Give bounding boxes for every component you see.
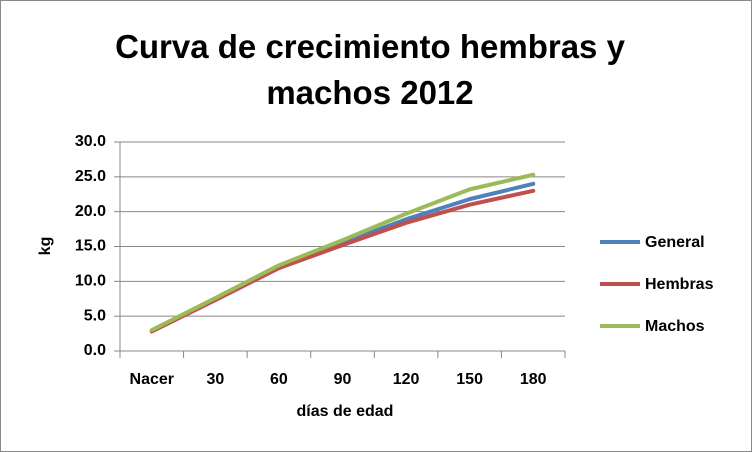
series-line <box>149 172 536 333</box>
y-tick-label: 30.0 <box>75 133 106 150</box>
legend-label: Machos <box>645 318 705 335</box>
y-tick-label: 5.0 <box>84 307 106 324</box>
x-tick-label: Nacer <box>130 371 174 388</box>
legend-label: Hembras <box>645 276 714 293</box>
y-tick-label: 0.0 <box>84 342 106 359</box>
x-tick-label: 150 <box>456 371 483 388</box>
y-axis-title: kg <box>37 237 54 256</box>
x-tick-label: 180 <box>520 371 547 388</box>
y-tick-label: 15.0 <box>75 238 106 255</box>
x-axis-title: días de edad <box>297 403 394 420</box>
legend-label: General <box>645 234 705 251</box>
y-tick-label: 10.0 <box>75 273 106 290</box>
x-tick-label: 30 <box>206 371 224 388</box>
y-tick-label: 25.0 <box>75 168 106 185</box>
y-tick-label: 20.0 <box>75 203 106 220</box>
chart-title: Curva de crecimiento hembras y machos 20… <box>115 28 625 111</box>
x-tick-label: 60 <box>270 371 288 388</box>
x-tick-label: 120 <box>393 371 420 388</box>
x-tick-label: 90 <box>334 371 352 388</box>
